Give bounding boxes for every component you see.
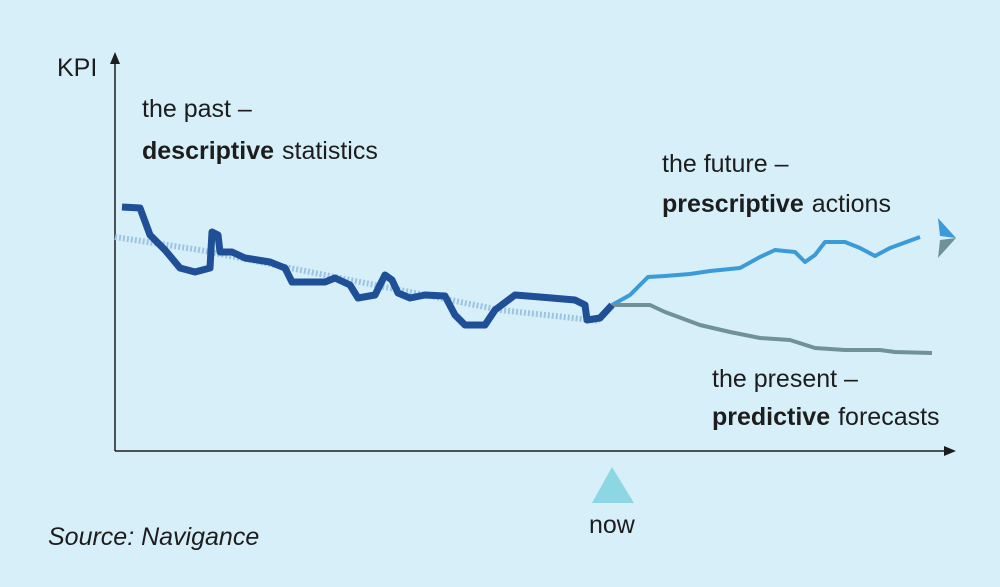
annotation: the present – bbox=[712, 365, 858, 393]
annotation: prescriptive actions bbox=[662, 190, 891, 218]
annotation-bold: prescriptive bbox=[662, 190, 804, 218]
y-axis-arrow bbox=[110, 52, 120, 64]
now-label: now bbox=[589, 511, 636, 539]
icon bbox=[938, 238, 956, 258]
source: Source: Navigance bbox=[48, 523, 259, 551]
annotation: the past – bbox=[142, 95, 252, 123]
annotation-rest: statistics bbox=[282, 137, 378, 165]
now-marker bbox=[592, 467, 634, 503]
annotation: predictive forecasts bbox=[712, 403, 940, 431]
trend-line bbox=[114, 234, 601, 324]
past-line bbox=[121, 203, 615, 329]
y-axis-label: KPI bbox=[57, 54, 97, 82]
future-line bbox=[611, 235, 921, 307]
annotation-rest: actions bbox=[812, 190, 891, 218]
annotation-rest: forecasts bbox=[838, 403, 939, 431]
icon bbox=[938, 218, 956, 238]
x-axis-arrow bbox=[944, 446, 956, 456]
present-line bbox=[612, 303, 933, 355]
annotation: descriptive statistics bbox=[142, 137, 378, 165]
annotation-bold: predictive bbox=[712, 403, 830, 431]
annotation-bold: descriptive bbox=[142, 137, 274, 165]
annotation: the future – bbox=[662, 150, 789, 178]
